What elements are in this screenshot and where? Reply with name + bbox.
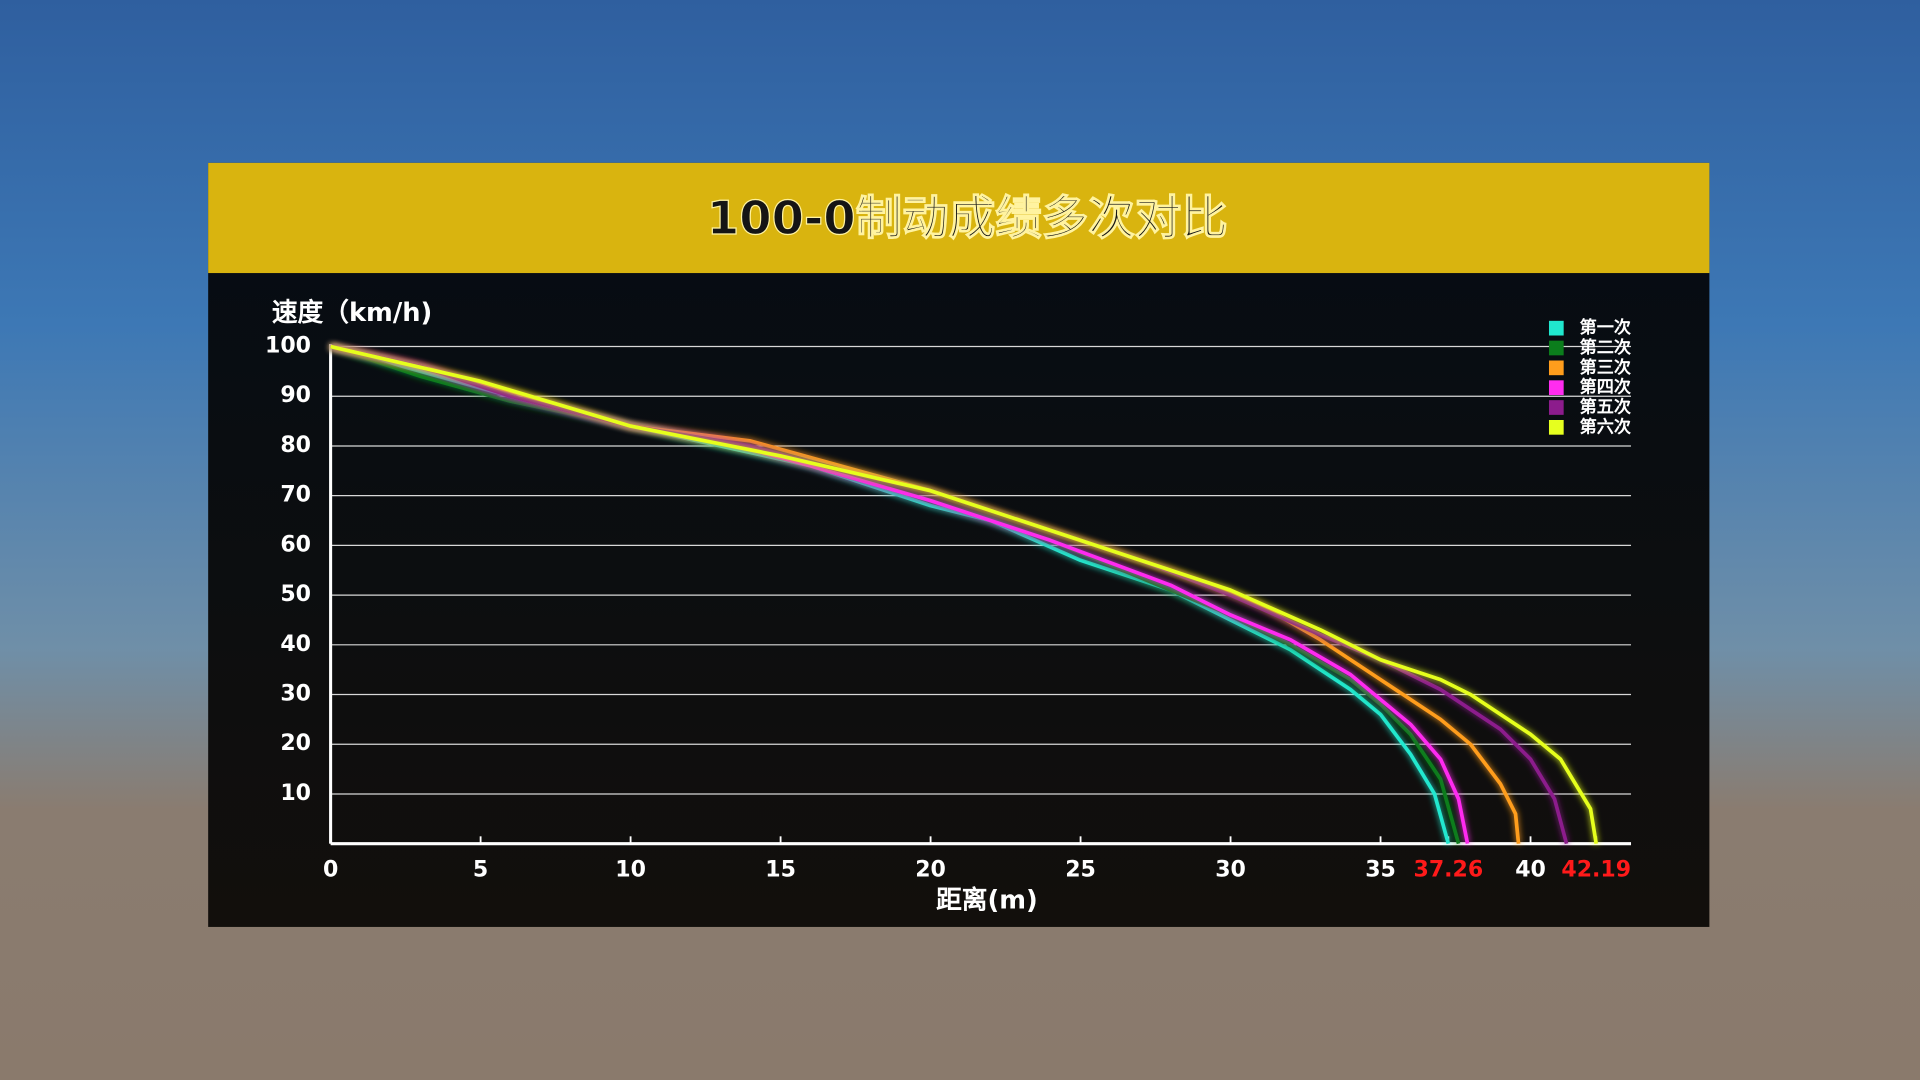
legend-swatch xyxy=(1548,320,1564,336)
legend-label: 第四次 xyxy=(1580,377,1632,398)
x-tick-label: 0 xyxy=(323,858,338,883)
x-tick-label: 30 xyxy=(1215,858,1246,883)
x-tick-label: 15 xyxy=(765,858,796,883)
x-tick-label: 37.26 xyxy=(1413,858,1483,883)
legend-label: 第三次 xyxy=(1580,357,1632,378)
chart-title: 100-0制动成绩多次对比 xyxy=(707,191,1228,245)
legend-label: 第五次 xyxy=(1580,397,1632,418)
y-axis-title: 速度（km/h) xyxy=(272,297,432,328)
y-tick-label: 50 xyxy=(280,582,311,607)
legend-swatch xyxy=(1548,400,1564,415)
y-tick-label: 80 xyxy=(280,433,311,458)
legend-label: 第一次 xyxy=(1580,317,1632,338)
legend-swatch xyxy=(1548,340,1564,356)
legend-label: 第二次 xyxy=(1580,337,1632,358)
x-tick-label: 10 xyxy=(615,858,646,883)
legend-swatch xyxy=(1548,380,1564,396)
series-line xyxy=(330,344,1461,845)
x-tick-label: 25 xyxy=(1065,858,1096,883)
y-tick-label: 70 xyxy=(280,483,311,508)
x-tick-label: 5 xyxy=(473,858,488,883)
y-tick-label: 90 xyxy=(280,383,311,408)
legend-swatch xyxy=(1548,420,1564,435)
legend-label: 第六次 xyxy=(1580,416,1632,437)
series-line xyxy=(330,344,1599,844)
x-tick-label: 40 xyxy=(1515,858,1546,883)
x-tick-label: 35 xyxy=(1365,858,1396,883)
y-tick-label: 20 xyxy=(280,731,311,756)
x-tick-label: 20 xyxy=(915,858,946,883)
y-tick-label: 60 xyxy=(280,532,311,557)
header-band xyxy=(208,162,1710,274)
y-tick-label: 10 xyxy=(280,781,311,806)
legend-swatch xyxy=(1548,360,1564,376)
x-tick-label: 42.19 xyxy=(1561,858,1631,883)
y-tick-label: 40 xyxy=(280,632,311,657)
x-axis-title: 距离(m) xyxy=(936,885,1038,916)
y-tick-label: 30 xyxy=(280,682,311,707)
y-tick-label: 100 xyxy=(265,334,311,359)
